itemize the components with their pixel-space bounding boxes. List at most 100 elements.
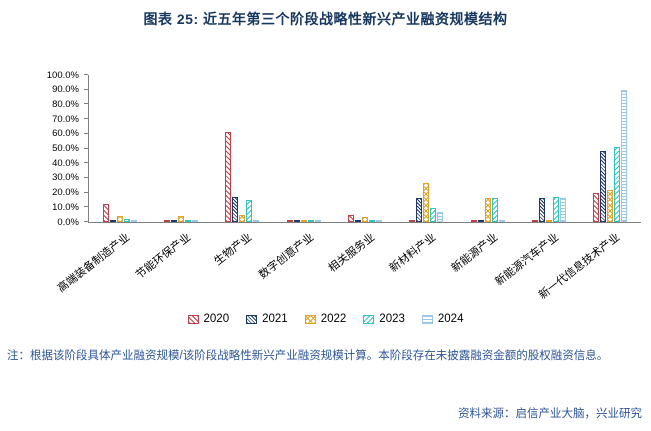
x-axis-label: 新一代信息技术产业 (537, 231, 623, 302)
bar-2020-4 (347, 214, 354, 222)
bar-2024-5 (437, 211, 444, 222)
bar-2021-8 (600, 151, 607, 222)
y-tick-label: 100.0% (46, 69, 79, 81)
y-tick-label: 50.0% (52, 143, 79, 154)
y-tick-mark (84, 88, 88, 90)
bar-group-1 (150, 75, 211, 222)
legend-swatch-2020 (187, 314, 199, 324)
legend-swatch-2022 (304, 314, 316, 324)
x-axis-label: 生物产业 (212, 231, 255, 268)
bar-2024-4 (375, 220, 382, 222)
legend-label-2023: 2023 (379, 313, 405, 325)
y-tick-label: 0.0% (57, 216, 79, 228)
plot-inner (89, 75, 641, 222)
bar-2021-5 (416, 198, 423, 222)
bar-2022-7 (545, 219, 552, 222)
legend: 2020 2021 2022 2023 2024 (0, 313, 651, 325)
bar-2021-2 (232, 197, 239, 222)
bar-2023-0 (123, 219, 130, 222)
y-tick-mark (84, 118, 88, 120)
bar-2021-1 (170, 220, 177, 222)
y-tick-mark (84, 103, 88, 105)
legend-label-2020: 2020 (203, 313, 230, 325)
bar-2024-7 (559, 198, 566, 222)
bar-2024-8 (621, 89, 628, 222)
bar-2020-3 (286, 220, 293, 222)
bar-2023-7 (552, 197, 559, 222)
y-tick-label: 60.0% (52, 128, 79, 140)
bar-2020-6 (470, 220, 477, 222)
legend-label-2024: 2024 (437, 313, 464, 325)
legend-item-2021: 2021 (246, 313, 288, 325)
plot-area (88, 75, 641, 223)
y-tick-mark (84, 162, 88, 164)
x-axis-label: 数字创意产业 (256, 231, 316, 282)
bar-group-6 (457, 75, 518, 222)
source-line: 资料来源：启信产业大脑，兴业研究 (458, 408, 642, 420)
bar-2022-4 (361, 216, 368, 222)
bar-group-0 (89, 75, 150, 222)
legend-swatch-2021 (246, 314, 258, 324)
legend-label-2021: 2021 (262, 313, 288, 325)
x-axis-label: 相关服务业 (326, 231, 378, 275)
bar-2022-8 (607, 189, 614, 222)
bar-2020-8 (593, 193, 600, 222)
y-tick-mark (84, 176, 88, 178)
x-axis-label: 高端装备制造产业 (55, 231, 132, 295)
bar-group-7 (518, 75, 579, 222)
x-axis-label: 节能环保产业 (133, 231, 194, 282)
legend-label-2022: 2022 (320, 313, 347, 325)
y-tick-mark (84, 132, 88, 134)
bar-2021-6 (477, 219, 484, 222)
bar-group-5 (396, 75, 457, 222)
bar-2020-0 (102, 204, 109, 222)
bar-2024-1 (191, 220, 198, 222)
y-tick-label: 10.0% (52, 201, 79, 213)
bar-2021-0 (109, 219, 116, 222)
bar-group-4 (334, 75, 395, 222)
bar-2023-8 (614, 147, 621, 222)
bar-2020-5 (409, 220, 416, 222)
bar-2022-2 (239, 214, 246, 222)
bar-2023-1 (184, 219, 191, 222)
y-tick-label: 70.0% (52, 113, 79, 125)
bar-2024-6 (498, 220, 505, 222)
bar-group-2 (212, 75, 273, 222)
bar-2022-3 (300, 220, 307, 222)
y-tick-label: 30.0% (52, 172, 79, 184)
bar-2023-4 (368, 219, 375, 222)
y-tick-mark (84, 74, 88, 75)
chart-title: 图表 25: 近五年第三个阶段战略性新兴产业融资规模结构 (143, 11, 508, 27)
footnote: 注：根据该阶段具体产业融资规模/该阶段战略性新兴产业融资规模计算。本阶段存在未披… (7, 350, 609, 362)
x-axis-label: 新能源汽车产业 (493, 231, 562, 289)
bar-2024-0 (130, 220, 137, 222)
legend-item-2024: 2024 (421, 313, 464, 325)
bar-2023-5 (430, 208, 437, 222)
bar-2020-2 (225, 131, 232, 222)
y-tick-mark (84, 147, 88, 149)
bar-2020-7 (531, 220, 538, 222)
bar-2024-3 (314, 220, 321, 222)
legend-swatch-2024 (421, 314, 433, 324)
y-tick-mark (84, 206, 88, 208)
bar-2021-4 (354, 220, 361, 222)
bar-2022-6 (484, 197, 491, 222)
bar-2022-1 (177, 216, 184, 222)
bar-2023-6 (491, 198, 498, 222)
x-axis-label: 新材料产业 (387, 231, 439, 275)
bar-2023-3 (307, 220, 314, 222)
legend-item-2020: 2020 (187, 313, 230, 325)
bar-group-8 (580, 75, 641, 222)
legend-item-2023: 2023 (363, 313, 405, 325)
bar-group-3 (273, 75, 334, 222)
y-tick-label: 20.0% (52, 187, 79, 199)
y-tick-label: 90.0% (52, 84, 79, 96)
bar-2022-0 (116, 216, 123, 222)
bar-2023-2 (246, 199, 253, 222)
legend-item-2022: 2022 (304, 313, 347, 325)
x-axis-label: 新能源产业 (449, 231, 500, 275)
bar-2021-3 (293, 220, 300, 222)
y-tick-mark (84, 191, 88, 193)
